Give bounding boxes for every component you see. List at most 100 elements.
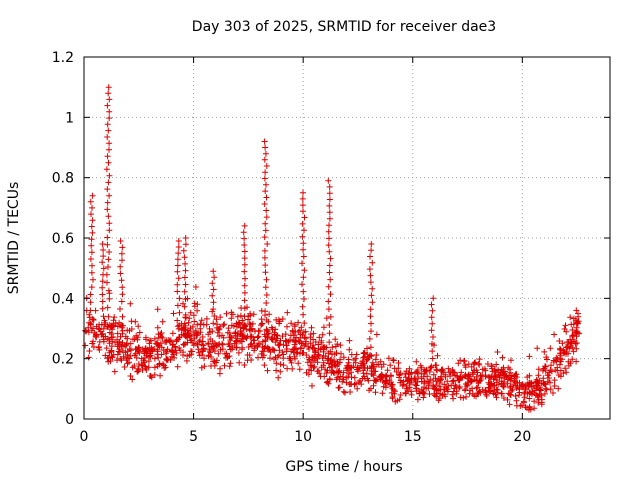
- data-point: [263, 317, 270, 323]
- data-point: [180, 349, 187, 356]
- data-point: [320, 359, 327, 366]
- data-point: [100, 253, 107, 260]
- data-point: [302, 335, 309, 342]
- data-point: [105, 256, 112, 263]
- data-point: [368, 320, 374, 327]
- data-point: [220, 334, 227, 341]
- data-point: [499, 354, 506, 361]
- data-point: [225, 341, 232, 348]
- data-point: [472, 359, 479, 366]
- data-point: [182, 311, 189, 318]
- data-point: [346, 346, 353, 353]
- data-point: [408, 369, 415, 376]
- data-point: [399, 382, 406, 389]
- data-point: [430, 371, 437, 378]
- data-point: [311, 363, 318, 370]
- data-point: [122, 349, 129, 356]
- data-point: [119, 244, 126, 251]
- data-point: [284, 323, 290, 330]
- data-point: [436, 395, 443, 402]
- data-point: [104, 279, 110, 286]
- data-point: [573, 358, 580, 365]
- x-tick-label: 15: [404, 429, 422, 445]
- data-point: [86, 348, 93, 354]
- data-point: [106, 227, 113, 234]
- data-point: [240, 229, 247, 236]
- data-point: [87, 321, 94, 328]
- data-point: [87, 299, 94, 306]
- data-point: [367, 344, 374, 351]
- data-point: [159, 334, 166, 341]
- data-point: [277, 368, 284, 375]
- data-point: [196, 349, 202, 356]
- data-point: [326, 248, 333, 255]
- data-point: [346, 337, 353, 344]
- data-point: [326, 376, 333, 383]
- data-point: [136, 349, 143, 356]
- data-point: [106, 249, 113, 255]
- data-point: [402, 374, 409, 381]
- data-point: [345, 359, 352, 366]
- data-point: [154, 348, 161, 355]
- data-point: [174, 363, 181, 370]
- data-point: [295, 360, 302, 367]
- data-point: [106, 349, 113, 356]
- data-point: [148, 374, 155, 381]
- data-point: [551, 377, 558, 384]
- data-point: [420, 394, 427, 401]
- data-point: [559, 340, 566, 347]
- data-point: [117, 306, 123, 312]
- data-point: [182, 267, 189, 274]
- data-point: [336, 367, 343, 374]
- data-point: [412, 377, 419, 384]
- data-point: [477, 377, 484, 384]
- data-point: [344, 367, 351, 374]
- y-axis-label: SRMTID / TECUs: [6, 182, 22, 295]
- data-point: [463, 393, 470, 400]
- data-point: [119, 257, 125, 264]
- data-point: [521, 394, 528, 401]
- data-point: [433, 393, 440, 400]
- data-point: [166, 338, 173, 345]
- data-point: [87, 307, 94, 314]
- data-point: [555, 385, 562, 392]
- x-tick-label: 0: [80, 429, 89, 445]
- data-point: [219, 340, 226, 347]
- data-point: [438, 367, 445, 373]
- data-point: [453, 390, 460, 397]
- data-point: [261, 247, 268, 254]
- data-point: [263, 163, 270, 169]
- data-point: [353, 351, 360, 358]
- chart-title: Day 303 of 2025, SRMTID for receiver dae…: [192, 19, 496, 35]
- data-point: [99, 330, 106, 337]
- data-point: [98, 321, 105, 328]
- data-point: [318, 339, 325, 346]
- data-point: [138, 362, 145, 369]
- data-point: [209, 328, 216, 335]
- data-point: [301, 227, 307, 234]
- data-point: [174, 268, 181, 275]
- data-point: [142, 347, 149, 354]
- data-point: [279, 349, 286, 356]
- data-point: [105, 84, 112, 91]
- data-point: [127, 353, 134, 359]
- data-point: [519, 402, 525, 409]
- data-point: [118, 298, 125, 305]
- data-point: [203, 315, 210, 322]
- data-point: [563, 369, 570, 376]
- data-point: [263, 326, 270, 333]
- data-point: [321, 373, 328, 380]
- data-point: [264, 241, 271, 247]
- data-point: [461, 357, 468, 364]
- data-point: [135, 361, 142, 367]
- x-axis-label: GPS time / hours: [285, 459, 402, 475]
- data-point: [285, 338, 292, 345]
- data-point: [326, 339, 333, 346]
- data-point: [538, 380, 545, 386]
- data-point: [465, 371, 472, 378]
- data-point: [88, 269, 95, 276]
- data-point: [133, 354, 140, 361]
- data-point: [158, 330, 165, 336]
- data-point: [516, 386, 523, 393]
- data-point: [106, 115, 113, 122]
